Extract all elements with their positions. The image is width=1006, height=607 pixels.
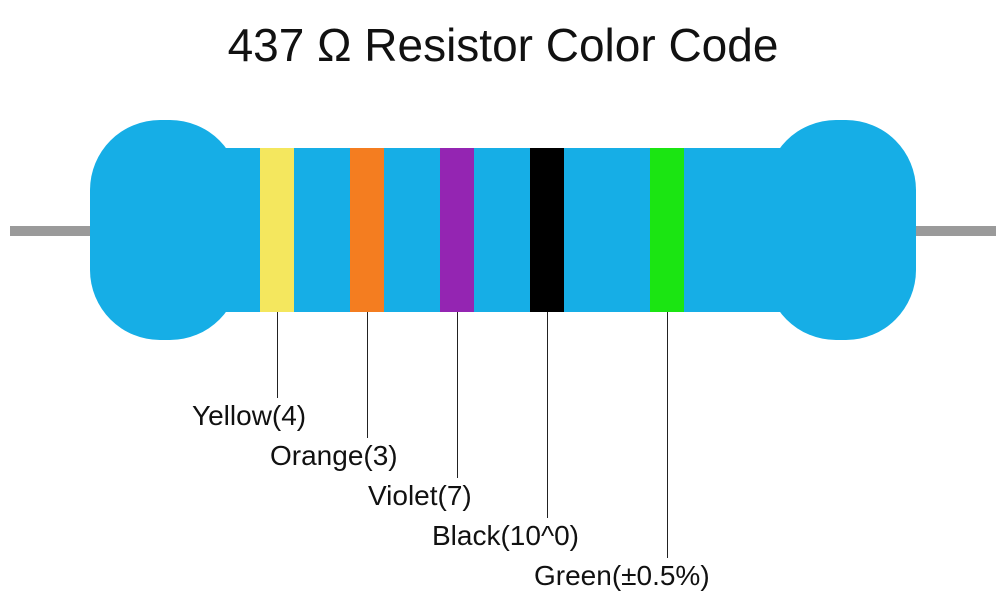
band-1-label: Yellow(4)	[192, 400, 306, 432]
band-5	[650, 148, 684, 312]
band-5-leader	[667, 312, 668, 558]
band-4	[530, 148, 564, 312]
band-4-label: Black(10^0)	[432, 520, 579, 552]
band-2	[350, 148, 384, 312]
lead-left	[10, 226, 100, 236]
band-2-leader	[367, 312, 368, 438]
resistor-diagram	[0, 100, 1006, 360]
page-title: 437 Ω Resistor Color Code	[0, 18, 1006, 72]
band-3-leader	[457, 312, 458, 478]
band-4-leader	[547, 312, 548, 518]
lead-right	[906, 226, 996, 236]
band-5-label: Green(±0.5%)	[534, 560, 710, 592]
band-1	[260, 148, 294, 312]
band-3	[440, 148, 474, 312]
band-3-label: Violet(7)	[368, 480, 472, 512]
band-2-label: Orange(3)	[270, 440, 398, 472]
band-1-leader	[277, 312, 278, 398]
